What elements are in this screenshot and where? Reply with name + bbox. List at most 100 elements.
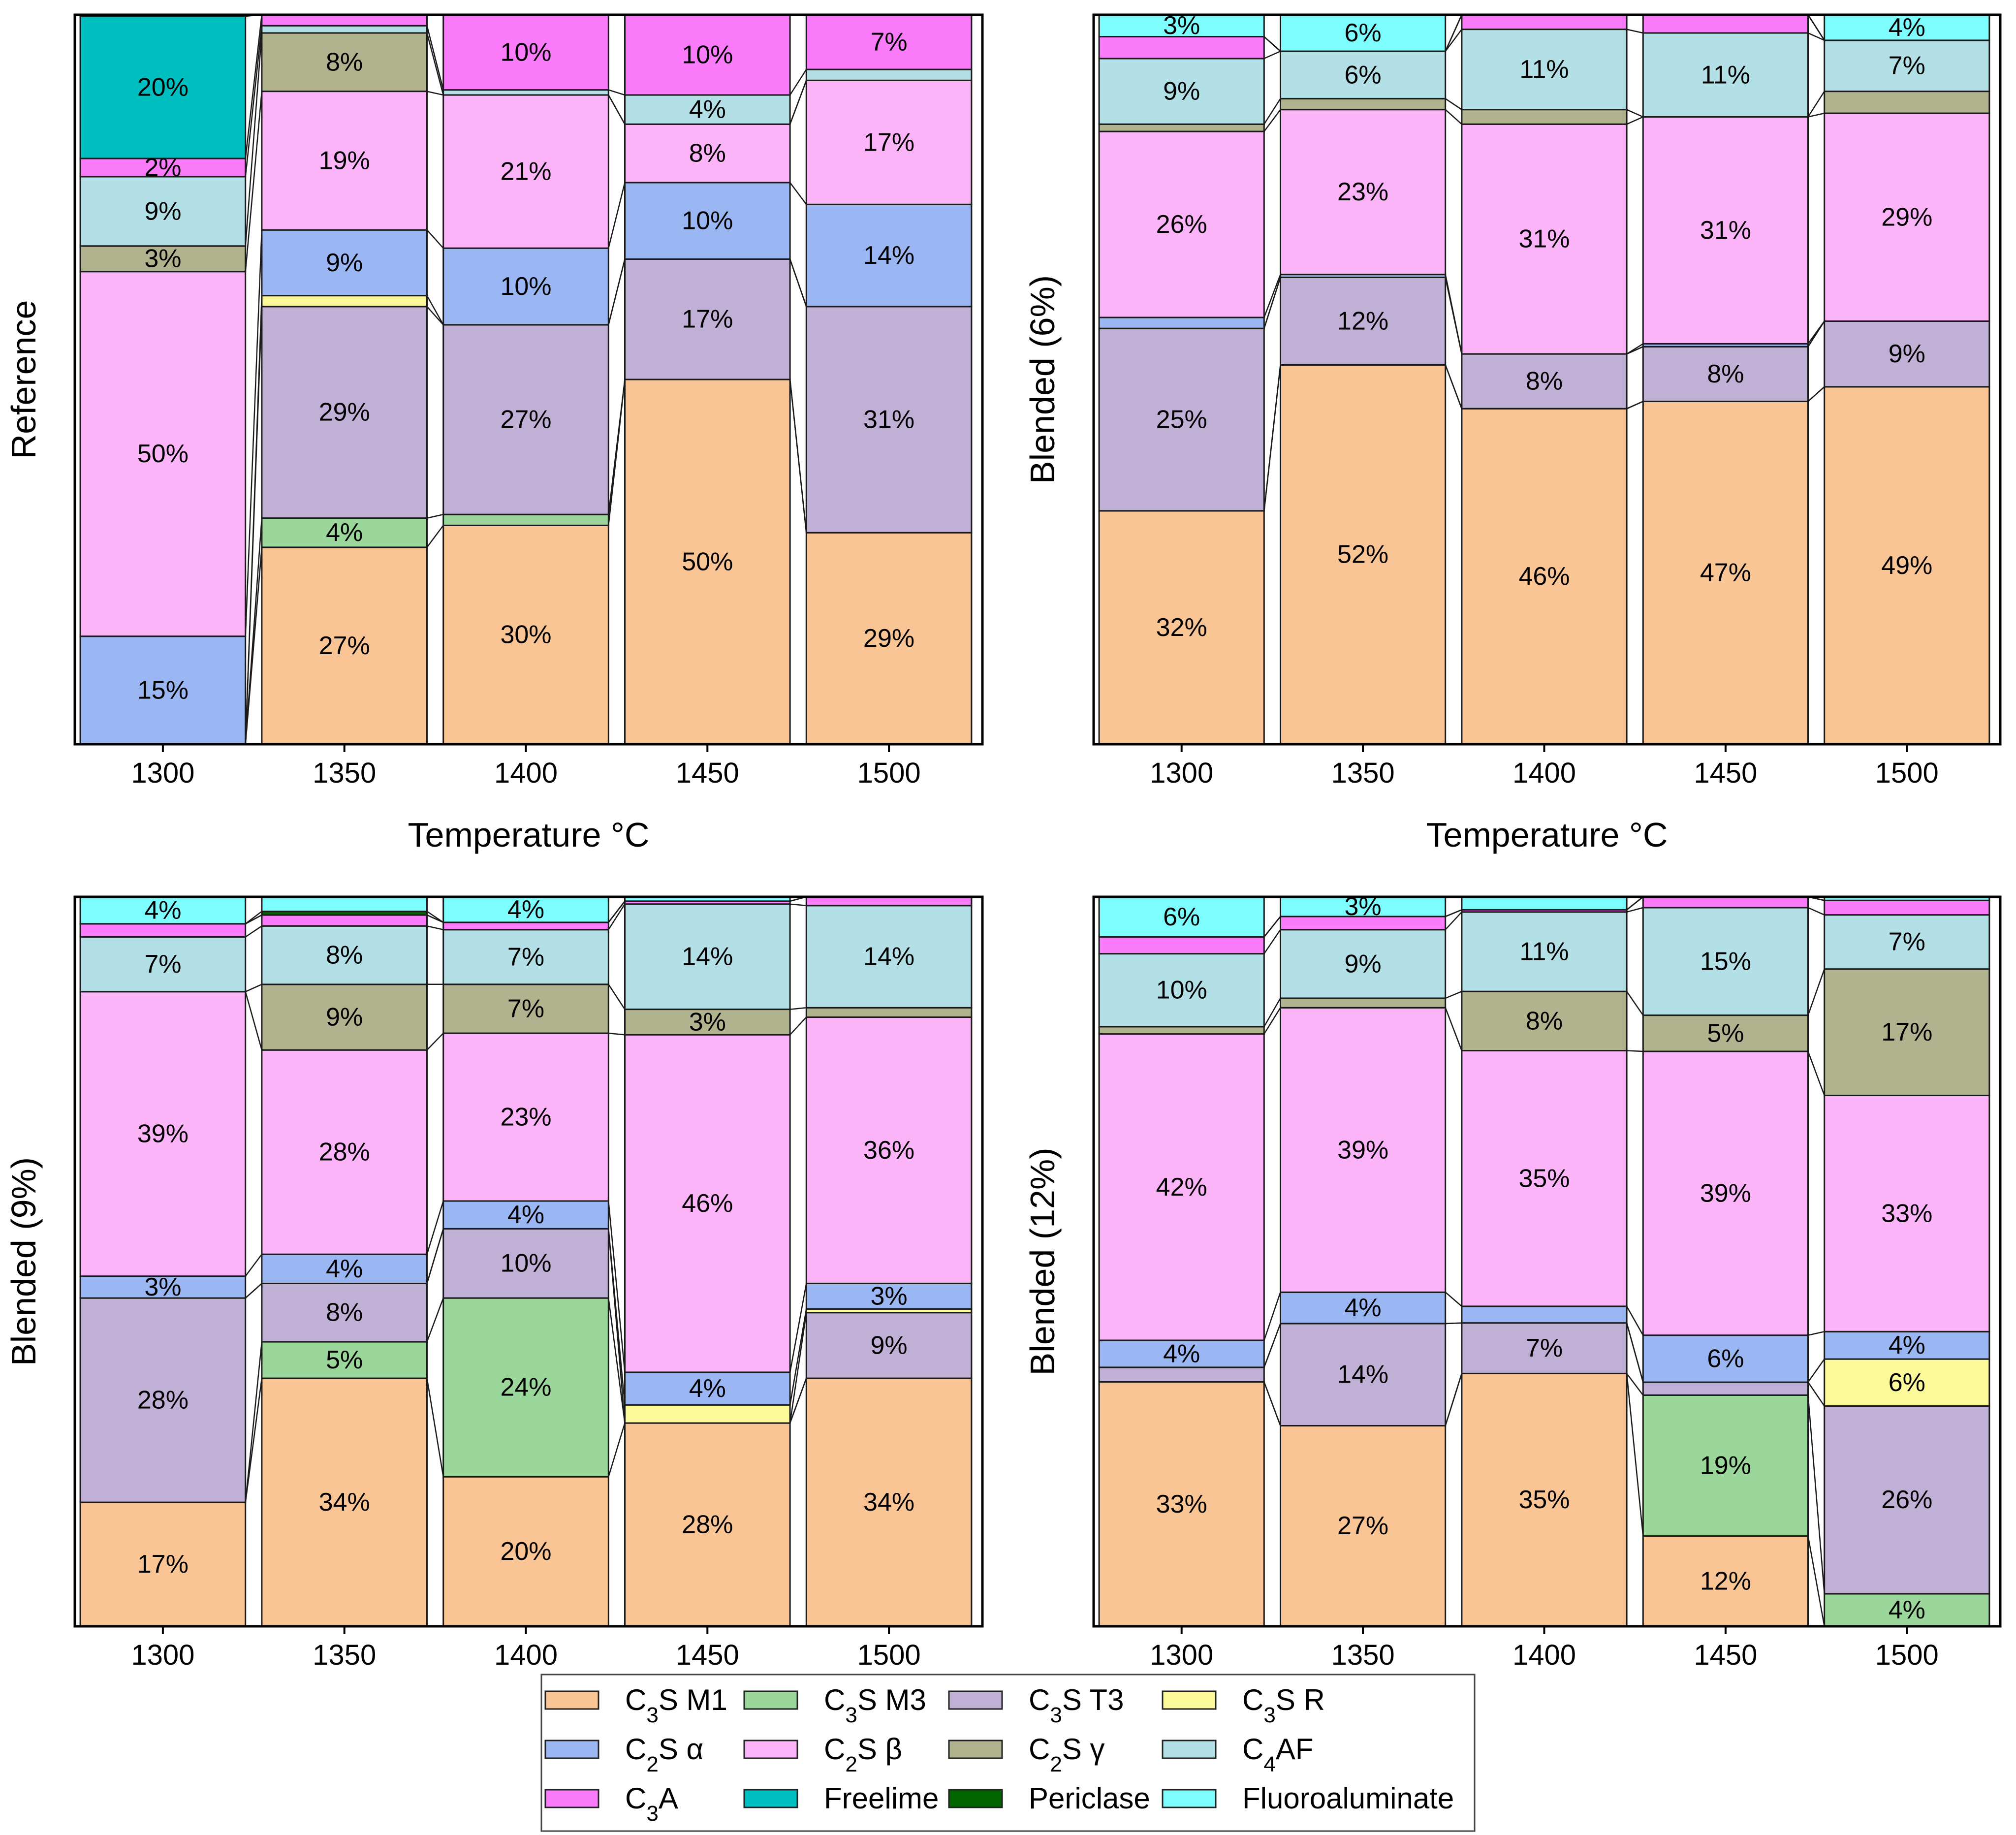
data-label-c2s-1500: 14% <box>863 241 914 270</box>
bar-segment-c3a-1500 <box>1824 899 1990 916</box>
bar-segment-c2s-1400 <box>442 983 609 1034</box>
x-tick-label-1400: 1400 <box>1512 1639 1576 1671</box>
data-label-c2s-1350: 28% <box>319 1138 370 1167</box>
data-label-fluoroaluminate-1500: 4% <box>1889 13 1925 42</box>
bar-segment-c2s-1400 <box>1461 1050 1628 1307</box>
connector-line <box>608 259 626 325</box>
bar-segment-c3s-t3-1500 <box>805 1312 973 1379</box>
bar-segment-c2s-1400 <box>1461 1305 1628 1324</box>
data-label-c4af-1450: 14% <box>682 943 733 971</box>
legend-label: C2S α <box>625 1733 703 1776</box>
bar-segment-c4af-1350 <box>261 25 428 34</box>
data-label-c4af-1500: 14% <box>863 943 914 971</box>
bar-segment-c4af-1500 <box>1824 914 1990 970</box>
connector-line <box>1445 364 1463 409</box>
bar-segment-c2s-1450 <box>624 182 791 260</box>
connector-line <box>789 1309 807 1405</box>
x-tick-label-1300: 1300 <box>1150 757 1213 789</box>
data-label-c3s-m1-1400: 20% <box>500 1537 551 1566</box>
connector-line <box>608 1423 626 1477</box>
bar-segment-c2s-1300 <box>79 635 247 745</box>
data-label-c3a-1400: 10% <box>500 38 551 66</box>
connector-line <box>1626 1306 1644 1336</box>
data-label-c3s-t3-1450: 8% <box>1707 360 1744 388</box>
data-label-c2s-1450: 39% <box>1700 1179 1751 1207</box>
bar-segment-c2s-1500 <box>805 1283 973 1310</box>
segment-labels: 15% 50% 3% 9% 2% 20% 27% 4% 29% 9% 19% 8% 30% 27% 10% 2… <box>137 28 914 705</box>
bar-segment-c2s-1400 <box>1461 123 1628 355</box>
x-tick-label-1400: 1400 <box>494 757 558 789</box>
data-label-c3s-m3-1400: 24% <box>500 1373 551 1402</box>
plot-frame <box>73 895 984 1628</box>
connector-line <box>1626 29 1643 34</box>
bar-segment-c4af-1350 <box>1280 929 1447 999</box>
bar-segment-c2s-1350 <box>261 91 428 231</box>
connector-line <box>1445 109 1462 125</box>
connector-line <box>1626 991 1644 1016</box>
data-label-c2s-1350: 39% <box>1337 1136 1388 1164</box>
connector-line <box>1263 274 1281 318</box>
data-label-c3s-t3-1500: 31% <box>863 406 914 434</box>
legend-label: C3S R <box>1242 1683 1325 1727</box>
connector-line <box>789 182 807 205</box>
bar-segment-c3s-m1-1450 <box>1642 401 1809 745</box>
data-label-c2s-1500: 36% <box>863 1136 914 1165</box>
connector-line <box>426 1378 444 1477</box>
bar-segment-c4af-1400 <box>1461 911 1628 992</box>
data-label-c2s-1400: 4% <box>507 1201 544 1229</box>
connector-line <box>1807 32 1825 41</box>
legend-item-c3s-t3: C3S T3 <box>948 1683 1124 1727</box>
data-label-c2s-1350: 8% <box>326 48 363 76</box>
bar-segment-c4af-1450 <box>624 94 791 125</box>
connector-line <box>608 1032 625 1036</box>
bar-segment-c3a-1300 <box>1098 936 1265 955</box>
legend-label: C3S M1 <box>625 1683 727 1727</box>
bar-segment-c2s-1300 <box>1098 130 1265 318</box>
data-label-c2s-1450: 4% <box>689 1374 726 1403</box>
data-label-c4af-1350: 8% <box>326 941 363 970</box>
connector-lines <box>1263 896 1825 1627</box>
connector-line <box>1445 911 1462 930</box>
segment-labels: 33%4%42%10%6%27%14%4%39%9%3%35%7%35%8%11… <box>1156 892 1933 1624</box>
legend-label: C2S γ <box>1029 1733 1105 1776</box>
connector-line <box>1808 1331 1825 1336</box>
bar-segment-c3a-1300 <box>79 923 247 938</box>
bar-segment-c2s-1500 <box>1824 112 1990 322</box>
connector-line <box>1626 1373 1644 1396</box>
bar-segment-c3a-1400 <box>1461 14 1628 31</box>
connector-line <box>789 69 807 95</box>
bar-segment-c3s-t3-1400 <box>442 324 609 515</box>
connector-line <box>1807 1382 1825 1407</box>
x-tick-label-1350: 1350 <box>313 1639 376 1671</box>
bar-segment-c2s-1400 <box>442 1032 609 1202</box>
data-label-c2s-1300: 50% <box>137 440 189 468</box>
x-tick-label-1450: 1450 <box>1694 757 1757 789</box>
data-label-c3a-1300: 2% <box>144 154 181 182</box>
connector-line <box>1807 320 1825 345</box>
legend-swatch <box>544 1740 599 1759</box>
bar-segment-c3a-1300 <box>1098 36 1265 60</box>
data-label-c2s-1300: 3% <box>144 1273 181 1301</box>
bar-segments <box>1098 896 1990 1627</box>
legend-label: C2S β <box>824 1733 902 1776</box>
connector-line <box>789 1312 807 1424</box>
data-label-c2s-1400: 31% <box>1518 225 1570 253</box>
bar-segment-c4af-1300 <box>1098 58 1265 125</box>
connector-line <box>608 1297 626 1424</box>
data-label-c2s-1450: 8% <box>689 139 726 168</box>
data-label-c3s-m1-1450: 47% <box>1700 559 1751 587</box>
legend-item-c2s-beta: C2S β <box>743 1733 902 1776</box>
x-tick-label-1350: 1350 <box>1331 1639 1395 1671</box>
data-label-c3s-m1-1450: 28% <box>682 1511 733 1539</box>
bar-segment-c3s-m1-1400 <box>1461 408 1628 745</box>
connector-line <box>789 1283 807 1373</box>
chart-panel-4-blended-12: 33%4%42%10%6%27%14%4%39%9%3%35%7%35%8%11… <box>1023 892 2002 1671</box>
connector-lines <box>245 14 807 745</box>
bar-segment-c3s-m1-1300 <box>1098 510 1265 745</box>
x-tick-label-1300: 1300 <box>1150 1639 1213 1671</box>
data-label-fluoroaluminate-1400: 4% <box>507 895 544 924</box>
connector-line <box>426 295 444 325</box>
connector-line <box>1626 116 1643 125</box>
connector-line <box>1807 14 1825 41</box>
